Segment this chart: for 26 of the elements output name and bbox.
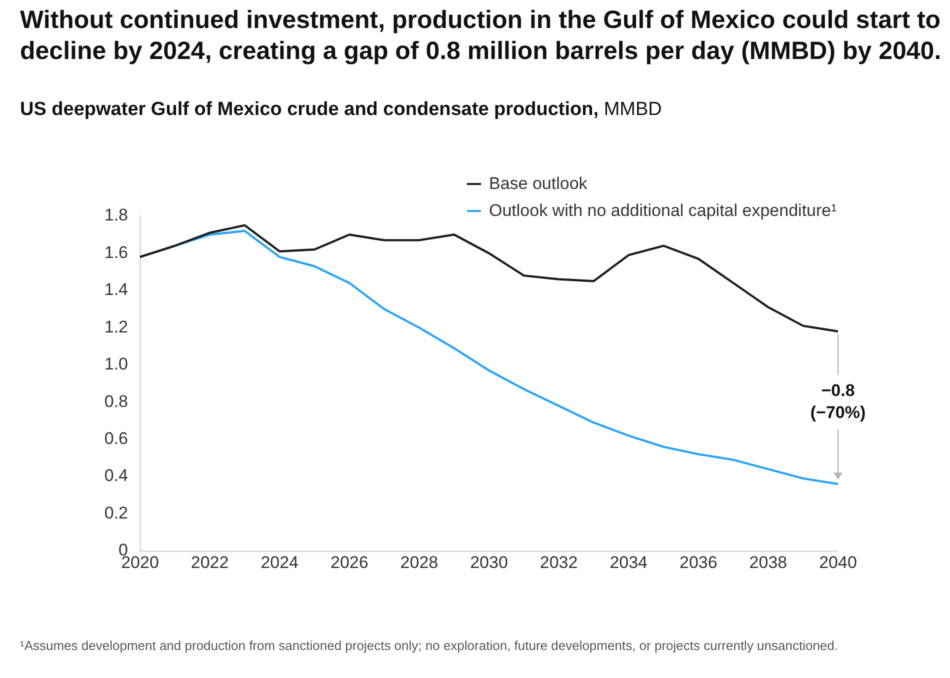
y-tick-label: 0.2: [104, 503, 128, 522]
x-tick-label: 2032: [540, 552, 578, 572]
annotation: −0.8 (−70%): [810, 381, 866, 422]
y-tick-label: 0.4: [104, 466, 128, 486]
x-tick-label: 2036: [679, 552, 718, 572]
x-tick-label: 2040: [819, 552, 857, 572]
x-tick-label: 2038: [749, 552, 788, 572]
y-tick-label: 1.6: [104, 242, 128, 262]
x-tick-label: 2022: [190, 552, 229, 572]
x-tick-label: 2034: [610, 552, 648, 572]
x-tick-label: 2028: [400, 552, 438, 572]
legend-label: Base outlook: [489, 173, 588, 195]
chart-subtitle: US deepwater Gulf of Mexico crude and condensate production,: [20, 99, 599, 120]
x-tick-label: 2026: [330, 552, 368, 572]
y-tick-label: 0.8: [104, 392, 128, 411]
x-tick-label: 2024: [260, 552, 299, 572]
y-tick-label: 1.8: [104, 206, 128, 225]
legend-label: Outlook with no additional capital expenditure¹: [489, 200, 837, 222]
y-tick-label: 1.4: [104, 280, 128, 300]
chart-title: Without continued investment, production in the Gulf of Mexico could start to decline by 2024, creating a gap of 0.8 million barrels per day (MMBD) by 2040.: [20, 5, 942, 67]
x-tick-label: 2030: [470, 552, 508, 572]
y-tick-label: 0.6: [104, 429, 128, 448]
text: MMBD: [604, 99, 662, 120]
y-tick-label: 1.0: [104, 354, 128, 374]
y-tick-label: 1.2: [104, 317, 128, 336]
text: ¹Assumes development and production from sanctioned projects only; no exploration, future developments, or projects currently unsanctioned.: [20, 637, 838, 654]
